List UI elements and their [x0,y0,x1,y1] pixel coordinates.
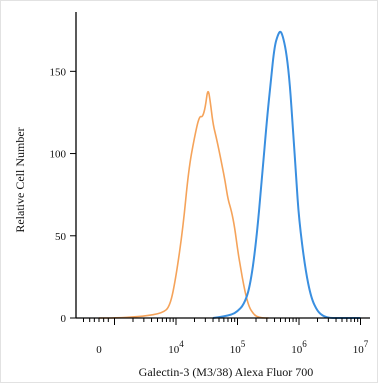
x-tick-label: 0 [96,344,102,356]
y-tick-label: 50 [55,231,67,243]
x-ticks: 0 104 105 106 107 [83,318,369,356]
series-line-1 [99,90,269,319]
y-tick-label: 0 [61,313,67,325]
x-tick-label: 106 [291,339,307,356]
y-tick-label: 150 [50,66,67,78]
x-tick-label: 107 [353,339,369,356]
series-layer [99,30,361,319]
x-tick-label: 105 [230,339,246,356]
x-tick-label: 104 [168,339,184,356]
y-ticks: 0 50 100 150 [50,66,76,325]
y-axis-title: Relative Cell Number [13,127,27,232]
series-line-2 [212,30,361,319]
x-axis-title: Galectin-3 (M3/38) Alexa Fluor 700 [139,365,314,379]
y-tick-label: 100 [50,149,67,161]
